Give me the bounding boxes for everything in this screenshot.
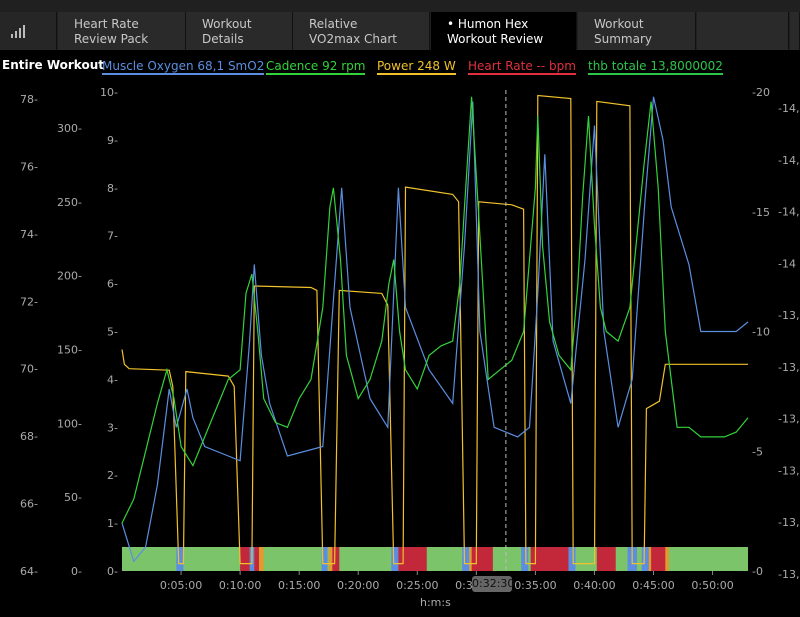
smo2-tick-label: 7- bbox=[107, 230, 118, 243]
zone-segment-red bbox=[596, 547, 616, 571]
smo2-tick-label: 9- bbox=[107, 134, 118, 147]
thb-tick-label: -14 bbox=[778, 257, 796, 270]
smo2-tick-label: 1- bbox=[107, 517, 118, 530]
thb-tick-label: -14,1 bbox=[778, 206, 800, 219]
tab-workout-details[interactable]: Workout Details bbox=[186, 12, 293, 50]
power-tick-label: 100- bbox=[57, 417, 82, 430]
right-axis-tick-label: -15 bbox=[752, 206, 770, 219]
cursor-time-readout: 0:32:30 bbox=[472, 576, 515, 592]
zone-segment-orange bbox=[469, 547, 472, 571]
hr-tick-label: 68- bbox=[20, 430, 38, 443]
thb-tick-label: -13,6 bbox=[778, 464, 800, 477]
tab-empty[interactable] bbox=[697, 12, 789, 50]
right-axis-tick-label: -0 bbox=[752, 565, 763, 578]
smo2-tick-label: 0- bbox=[107, 565, 118, 578]
smo2-tick-label: 2- bbox=[107, 469, 118, 482]
muscle-oxygen-line bbox=[121, 96, 749, 563]
zone-segment-blue bbox=[641, 547, 649, 571]
zone-segment-blue bbox=[321, 547, 328, 571]
zone-segment-red bbox=[530, 547, 570, 571]
zone-segment-red bbox=[471, 547, 493, 571]
legend-muscle-oxygen[interactable]: Muscle Oxygen 68,1 SmO2 bbox=[102, 58, 265, 75]
legend-label: Muscle Oxygen 68,1 SmO2 bbox=[102, 59, 265, 73]
thb-tick-label: -13,8 bbox=[778, 361, 800, 374]
thb-tick-label: -14,3 bbox=[778, 102, 800, 115]
zone-segment-blue bbox=[521, 547, 529, 571]
thb-tick-label: -13,4 bbox=[778, 568, 800, 581]
smo2-tick-label: 10- bbox=[100, 86, 118, 99]
x-tick-label: 0:50:00 bbox=[691, 579, 733, 592]
x-tick-label: 0:45:00 bbox=[632, 579, 674, 592]
hr-tick-label: 66- bbox=[20, 498, 38, 511]
smo2-tick-label: 8- bbox=[107, 182, 118, 195]
smo2-tick-label: 5- bbox=[107, 326, 118, 339]
legend-cadence[interactable]: Cadence 92 rpm bbox=[266, 58, 366, 75]
power-tick-label: 150- bbox=[57, 344, 82, 357]
hr-tick-label: 76- bbox=[20, 160, 38, 173]
thb-tick-label: -14,2 bbox=[778, 154, 800, 167]
legend-label: Cadence 92 rpm bbox=[266, 59, 366, 73]
x-tick-label: 0:40:00 bbox=[573, 579, 615, 592]
right-axis-tick-label: -5 bbox=[752, 445, 763, 458]
zone-segment-red bbox=[332, 547, 340, 571]
legend-label: Heart Rate -- bpm bbox=[468, 59, 576, 73]
hr-tick-label: 70- bbox=[20, 363, 38, 376]
x-axis-unit: h:m:s bbox=[420, 596, 451, 609]
power-line bbox=[121, 94, 748, 565]
zone-segment-blue bbox=[568, 547, 576, 571]
zone-segment-orange bbox=[648, 547, 652, 571]
tab-workout-summary[interactable]: Workout Summary bbox=[578, 12, 696, 50]
zone-segment-orange bbox=[665, 547, 669, 571]
zone-segment-blue bbox=[462, 547, 470, 571]
power-tick-label: 200- bbox=[57, 270, 82, 283]
signal-bars-icon[interactable] bbox=[0, 12, 57, 50]
right-axis-tick-label: -10 bbox=[752, 326, 770, 339]
power-tick-label: 250- bbox=[57, 196, 82, 209]
thb-tick-label: -13,7 bbox=[778, 413, 800, 426]
x-tick-label: 0:10:00 bbox=[219, 579, 261, 592]
hr-tick-label: 74- bbox=[20, 228, 38, 241]
zone-segment-red bbox=[396, 547, 406, 571]
zone-segment-orange bbox=[259, 547, 264, 571]
tab-bar: Heart Rate Review Pack Workout Details R… bbox=[0, 0, 800, 50]
tab-heart-rate-review-pack[interactable]: Heart Rate Review Pack bbox=[58, 12, 186, 50]
power-tick-label: 50- bbox=[64, 491, 82, 504]
legend-power[interactable]: Power 248 W bbox=[377, 58, 456, 75]
smo2-tick-label: 3- bbox=[107, 421, 118, 434]
hr-tick-label: 64- bbox=[20, 565, 38, 578]
chart-title: Entire Workout bbox=[2, 58, 104, 72]
tab-relative-vo2max-chart[interactable]: Relative VO2max Chart bbox=[293, 12, 430, 50]
legend-heart-rate[interactable]: Heart Rate -- bpm bbox=[468, 58, 576, 75]
zone-segment-blue bbox=[176, 547, 184, 571]
smo2-tick-label: 4- bbox=[107, 373, 118, 386]
legend-label: thb totale 13,8000002 bbox=[588, 59, 723, 73]
zone-segment-red bbox=[405, 547, 427, 571]
thb-tick-label: -13,9 bbox=[778, 309, 800, 322]
legend-label: Power 248 W bbox=[377, 59, 456, 73]
smo2-tick-label: 6- bbox=[107, 278, 118, 291]
legend-thb-totale[interactable]: thb totale 13,8000002 bbox=[588, 58, 723, 75]
power-tick-label: 300- bbox=[57, 122, 82, 135]
tab-humon-hex-workout-review[interactable]: • Humon Hex Workout Review bbox=[431, 12, 577, 50]
hr-tick-label: 78- bbox=[20, 93, 38, 106]
power-tick-label: 0- bbox=[71, 565, 82, 578]
thb-tick-label: -13,5 bbox=[778, 516, 800, 529]
zone-segment-red bbox=[648, 547, 668, 571]
x-tick-label: 0:25:00 bbox=[396, 579, 438, 592]
cadence-line bbox=[121, 96, 749, 524]
x-tick-label: 0:20:00 bbox=[337, 579, 379, 592]
hr-tick-label: 72- bbox=[20, 295, 38, 308]
x-tick-label: 0:15:00 bbox=[278, 579, 320, 592]
zone-segment-orange bbox=[328, 547, 333, 571]
right-axis-tick-label: -20 bbox=[752, 86, 770, 99]
zone-segment-blue bbox=[391, 547, 399, 571]
x-tick-label: 0:35:00 bbox=[514, 579, 556, 592]
x-tick-label: 0:05:00 bbox=[160, 579, 202, 592]
